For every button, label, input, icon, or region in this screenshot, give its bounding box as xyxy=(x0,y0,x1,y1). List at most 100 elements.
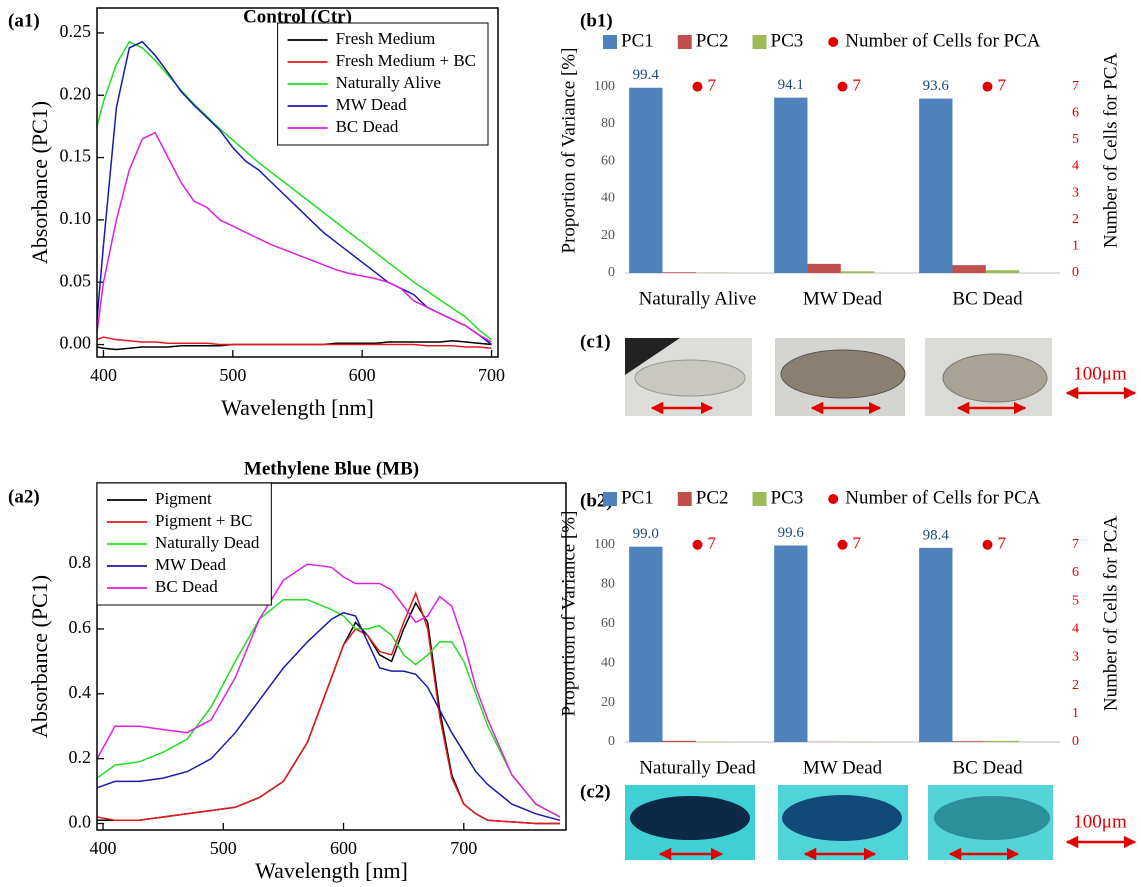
legend-label: Pigment xyxy=(155,489,212,508)
cell xyxy=(780,349,906,399)
legend-label: Fresh Medium + BC xyxy=(336,51,476,70)
y-tick-label: 0.4 xyxy=(69,682,92,702)
panel-label: (c1) xyxy=(580,331,611,352)
y-tick-label: 0.20 xyxy=(60,83,92,103)
series-line xyxy=(96,336,492,350)
legend-marker xyxy=(752,35,767,49)
series-line xyxy=(96,591,560,825)
y-tick-label: 20 xyxy=(601,695,615,710)
legend-label: Number of Cells for PCA xyxy=(845,30,1041,51)
panel-label: (a2) xyxy=(8,486,40,507)
y-tick-label: 0.05 xyxy=(60,270,92,290)
y-tick-label: 0.2 xyxy=(69,747,92,767)
bar xyxy=(985,740,1020,742)
bar xyxy=(662,272,696,273)
legend-label: Naturally Alive xyxy=(336,73,441,92)
y2-tick-label: 4 xyxy=(1072,621,1079,636)
data-point xyxy=(982,539,993,550)
data-label: 99.4 xyxy=(633,67,660,83)
legend-marker xyxy=(603,492,617,506)
x-tick-label: 500 xyxy=(219,365,246,385)
bar xyxy=(952,741,986,742)
y2-tick-label: 0 xyxy=(1072,265,1079,280)
bar xyxy=(662,740,696,742)
y2-tick-label: 3 xyxy=(1072,650,1079,665)
bar xyxy=(629,87,663,273)
legend-marker xyxy=(828,494,839,504)
y2-tick-label: 7 xyxy=(1072,537,1079,552)
y-axis-label: Absorbance (PC1) xyxy=(27,575,52,738)
legend-label: PC3 xyxy=(771,487,804,508)
x-tick-label: MW Dead xyxy=(803,288,883,309)
scale-label: 100μm xyxy=(1073,811,1127,832)
y-tick-label: 80 xyxy=(601,576,615,591)
y2-tick-label: 7 xyxy=(1072,79,1079,94)
chart-title: Control (Ctr) xyxy=(243,6,352,27)
cell-images-c2: (c2) 100μm xyxy=(580,781,1137,861)
y-tick-label: 40 xyxy=(601,191,615,206)
data-point xyxy=(837,81,848,92)
data-label: 7 xyxy=(708,534,717,553)
data-label: 98.4 xyxy=(923,527,950,543)
bar xyxy=(774,97,808,273)
series-line xyxy=(96,611,561,822)
cell xyxy=(942,353,1048,403)
x-tick-label: 600 xyxy=(330,838,357,858)
legend: Fresh Medium Fresh Medium + BC Naturally A… xyxy=(277,22,489,146)
legend-label: PC2 xyxy=(696,30,729,51)
legend-label: PC2 xyxy=(696,487,729,508)
legend-marker xyxy=(828,37,839,47)
x-tick-label: MW Dead xyxy=(803,757,883,778)
data-point xyxy=(837,539,848,550)
x-tick-label: BC Dead xyxy=(952,288,1023,309)
y-tick-label: 0.25 xyxy=(60,21,92,41)
x-axis-label: Wavelength [nm] xyxy=(221,395,374,420)
bar xyxy=(952,265,986,273)
y-tick-label: 0.10 xyxy=(60,208,92,228)
cell xyxy=(782,795,902,841)
y-tick-label: 100 xyxy=(594,79,615,94)
x-tick-label: Naturally Alive xyxy=(639,288,757,309)
legend-marker xyxy=(752,492,767,506)
legend-label: PC1 xyxy=(621,30,654,51)
y2-tick-label: 3 xyxy=(1072,185,1079,200)
y-tick-label: 0.8 xyxy=(69,552,92,572)
data-label: 93.6 xyxy=(923,78,950,94)
data-label: 99.0 xyxy=(633,526,659,542)
legend-label: Fresh Medium xyxy=(336,29,436,48)
cell-images-c1: (c1) 100μm xyxy=(580,331,1137,416)
y-tick-label: 60 xyxy=(601,153,615,168)
series-line xyxy=(96,40,492,341)
micrograph-edge xyxy=(625,338,680,375)
plot-frame xyxy=(96,7,499,358)
chart-title: Methylene Blue (MB) xyxy=(244,458,419,479)
data-point xyxy=(692,81,703,92)
y-tick-label: 60 xyxy=(601,616,615,631)
x-tick-label: Naturally Dead xyxy=(639,757,756,778)
series-line xyxy=(96,40,492,346)
bar xyxy=(985,270,1020,273)
data-point xyxy=(692,539,703,550)
bar xyxy=(840,271,875,273)
x-tick-label: BC Dead xyxy=(952,757,1023,778)
series-line xyxy=(96,598,561,818)
y-tick-label: 0.6 xyxy=(69,617,92,637)
y2-tick-label: 4 xyxy=(1072,159,1079,174)
y-axis-label: Proportion of Variance [%] xyxy=(558,511,579,717)
data-label: 94.1 xyxy=(778,77,804,93)
y-tick-label: 100 xyxy=(594,537,615,552)
panel-label: (a1) xyxy=(8,10,40,31)
bar xyxy=(919,98,953,274)
x-tick-label: 600 xyxy=(349,365,376,385)
legend-label: PC1 xyxy=(621,487,654,508)
bar xyxy=(774,545,808,742)
series-line xyxy=(96,131,492,343)
x-tick-label: 500 xyxy=(210,838,237,858)
data-label: 7 xyxy=(853,76,862,95)
legend-marker xyxy=(677,492,692,506)
cell xyxy=(630,796,750,840)
y2-tick-label: 0 xyxy=(1072,734,1079,749)
y-tick-label: 20 xyxy=(601,228,615,243)
x-tick-label: 400 xyxy=(90,838,117,858)
